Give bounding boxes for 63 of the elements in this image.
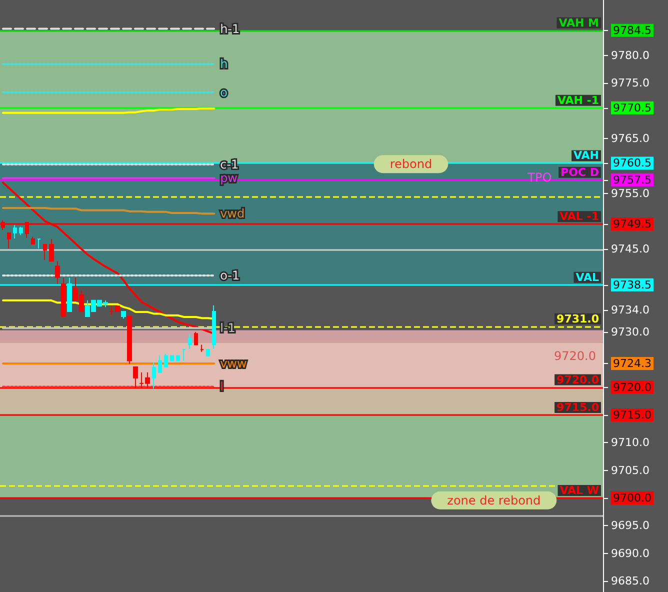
candlestick	[121, 310, 126, 320]
candlestick	[55, 260, 60, 284]
candlestick	[206, 349, 210, 356]
candlestick	[182, 349, 186, 362]
y-tick-label: 9770.5	[613, 101, 652, 114]
ref-line-label: 9720.0	[556, 373, 600, 386]
y-tick-label: 9705.0	[611, 464, 650, 477]
candlestick	[13, 224, 17, 239]
y-tick-label: 9749.5	[613, 218, 652, 231]
y-tick-label: 9765.0	[611, 132, 650, 145]
y-tick-label: 9755.0	[611, 187, 650, 200]
candlestick	[176, 355, 180, 362]
series-label: l	[220, 380, 224, 394]
candlestick	[170, 355, 174, 362]
y-tick-label: 9738.5	[613, 278, 652, 292]
y-tick-label: 9784.5	[613, 24, 652, 37]
ref-line-label: VAH	[574, 149, 599, 162]
ref-line-label: POC D	[560, 166, 599, 179]
ref-line-label: VAH -1	[557, 94, 599, 107]
y-tick-label: 9780.0	[611, 48, 650, 62]
series-label: o	[220, 85, 228, 100]
y-tick-label: 9715.0	[613, 408, 652, 422]
y-tick-label: 9685.0	[611, 574, 650, 588]
y-tick-label: 9757.5	[613, 173, 652, 186]
ref-line-label: VAL W	[560, 484, 599, 497]
candlestick	[7, 232, 11, 249]
y-tick-label: 9775.0	[611, 76, 650, 90]
candlestick	[188, 333, 192, 350]
y-tick-label: 9695.0	[611, 519, 650, 532]
candlestick	[37, 238, 41, 249]
y-tick-label: 9745.0	[611, 242, 650, 256]
series-label: vwd	[220, 206, 245, 221]
candlestick	[61, 277, 66, 317]
candlestick	[49, 238, 54, 262]
y-tick-label: 9734.0	[611, 303, 650, 316]
y-tick-label: 9690.0	[611, 546, 650, 560]
ref-line-label: VAL	[576, 270, 599, 284]
y-tick-label: 9700.0	[613, 491, 652, 504]
ref-line-label: 9731.0	[556, 312, 600, 326]
candlestick	[19, 226, 23, 236]
candlestick	[158, 355, 162, 373]
candlestick	[164, 354, 168, 368]
candlestick	[152, 362, 156, 389]
y-tick-label: 9760.5	[613, 156, 652, 170]
candlestick	[127, 316, 132, 365]
y-tick-label: 9710.0	[611, 436, 650, 450]
y-tick-label: 9720.0	[613, 380, 652, 394]
series-label: o-1	[220, 268, 240, 283]
candlestick	[43, 244, 47, 261]
band-label: 9720.0	[554, 349, 596, 364]
annotation: rebond	[390, 157, 432, 172]
y-tick-label: 9730.0	[611, 325, 650, 338]
candlestick	[212, 304, 216, 350]
annotation: zone de rebond	[447, 493, 541, 508]
y-tick-label: 9724.3	[613, 357, 652, 370]
candlestick	[200, 344, 204, 352]
series-label: h	[220, 57, 228, 72]
ref-line-label: VAH M	[558, 16, 599, 30]
series-label: vww	[220, 356, 247, 370]
candlestick	[194, 331, 198, 346]
ref-line-label: 9715.0	[556, 400, 600, 414]
candlestick	[31, 236, 35, 244]
ref-line-label: VAL -1	[560, 210, 599, 224]
